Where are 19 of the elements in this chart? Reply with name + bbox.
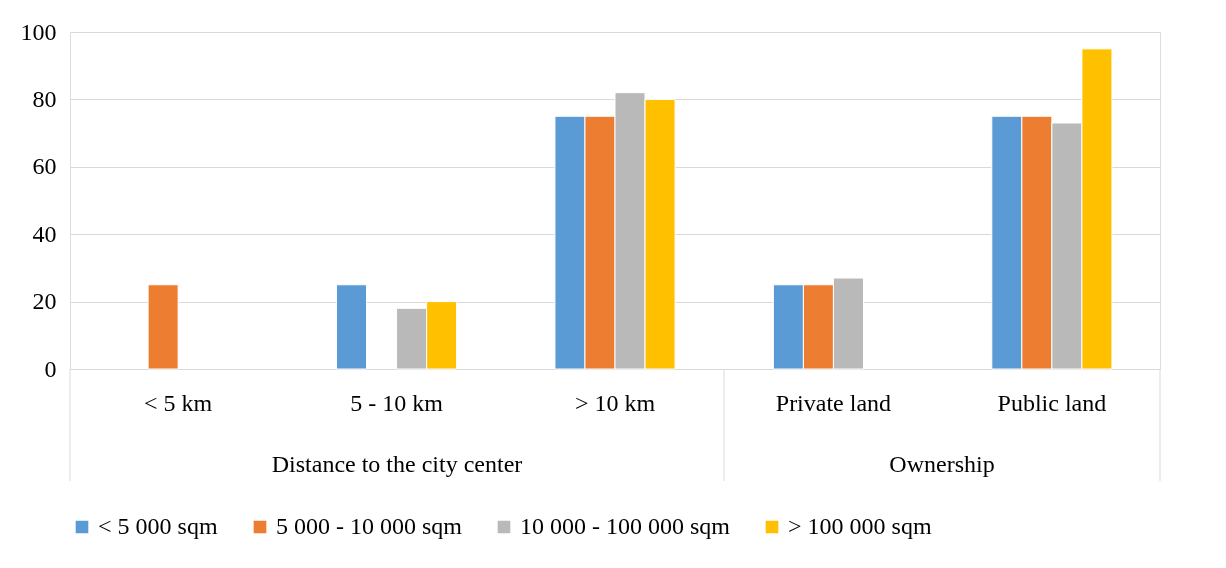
- y-tick-label: 20: [32, 288, 57, 315]
- bar: [147, 284, 179, 370]
- x-tick-label: Public land: [997, 389, 1107, 416]
- x-tick-label: > 10 km: [574, 389, 656, 416]
- legend-label: 5 000 - 10 000 sqm: [276, 513, 463, 539]
- legend-label: > 100 000 sqm: [788, 513, 932, 539]
- y-tick-label: 100: [20, 18, 57, 45]
- y-tick-label: 0: [44, 355, 57, 382]
- y-tick-label: 40: [32, 220, 57, 247]
- legend-label: 10 000 - 100 000 sqm: [520, 513, 731, 539]
- y-tick-label: 60: [32, 153, 57, 180]
- x-tick-label: Private land: [775, 389, 892, 416]
- text: Distance to the city center: [271, 451, 523, 477]
- bar: [335, 284, 368, 370]
- legend-label: < 5 000 sqm: [98, 513, 218, 539]
- text: Ownership: [889, 451, 995, 477]
- x-tick-label: < 5 km: [144, 389, 213, 416]
- x-tick-label: 5 - 10 km: [350, 389, 444, 416]
- y-tick-label: 80: [32, 85, 57, 112]
